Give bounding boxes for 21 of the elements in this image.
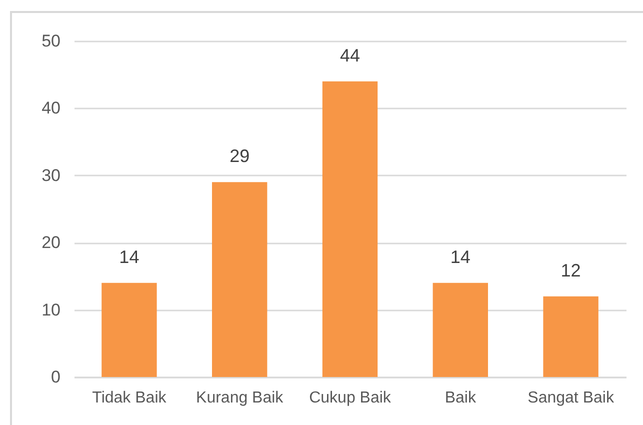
y-tick-label: 30 <box>42 166 60 185</box>
data-label: 44 <box>340 45 360 66</box>
bar <box>322 81 378 377</box>
data-label: 12 <box>560 260 581 280</box>
data-label: 14 <box>450 246 470 267</box>
y-tick-label: 20 <box>42 233 60 252</box>
bar <box>212 182 268 377</box>
y-tick-label: 10 <box>42 300 60 320</box>
x-tick-label: Tidak Baik <box>92 390 168 406</box>
x-tick-label: Kurang Baik <box>196 390 284 406</box>
bar <box>432 282 488 377</box>
data-label: 29 <box>230 146 250 166</box>
y-tick-label: 40 <box>42 98 60 118</box>
data-label: 14 <box>119 246 140 267</box>
x-tick-label: Baik <box>444 390 477 406</box>
y-tick-label: 0 <box>51 368 60 386</box>
bar <box>102 282 157 377</box>
x-tick-label: Cukup Baik <box>309 390 392 406</box>
bar <box>543 296 598 377</box>
y-tick-label: 50 <box>42 32 60 50</box>
x-tick-label: Sangat Baik <box>528 390 615 406</box>
